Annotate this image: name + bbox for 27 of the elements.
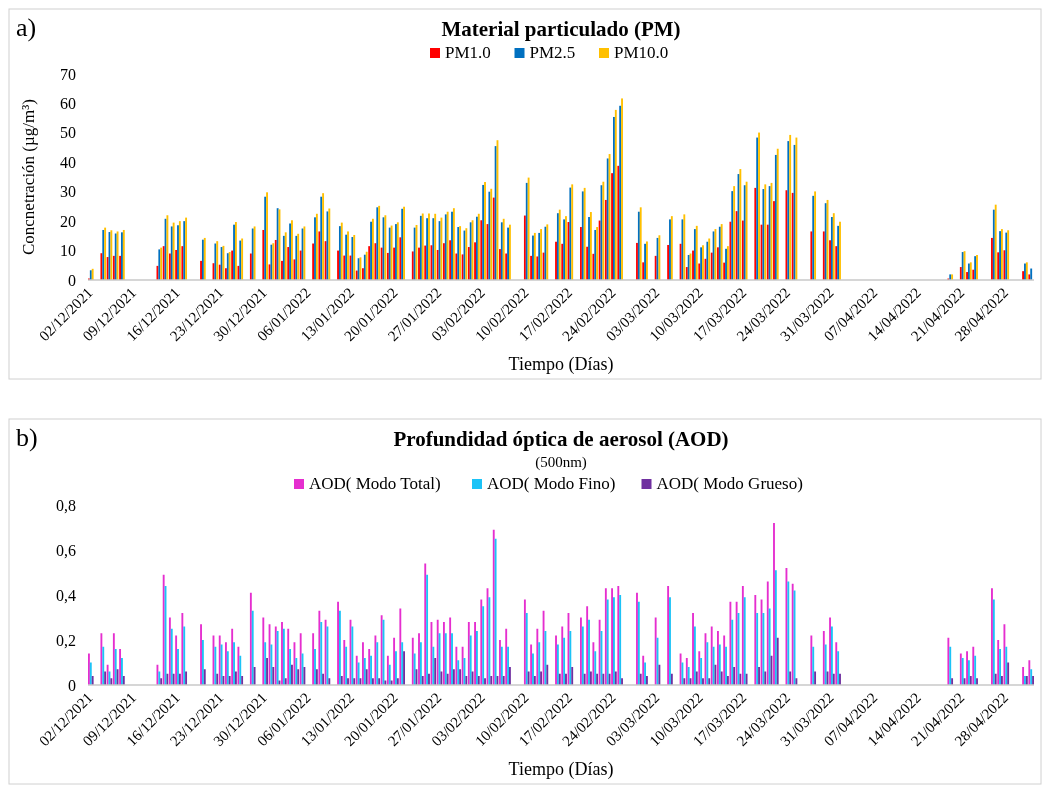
y-tick-label: 50 <box>60 124 76 142</box>
y-tick-label: 20 <box>60 212 76 230</box>
legend-label: AOD( Modo Fino) <box>487 474 616 493</box>
legend-label: PM2.5 <box>529 43 576 62</box>
x-axis-title: Tiempo (Días) <box>508 759 614 780</box>
x-axis-title: Tiempo (Días) <box>508 354 614 375</box>
y-tick-label: 40 <box>60 153 76 171</box>
y-tick-label: 0,2 <box>56 631 76 649</box>
legend-label: AOD( Modo Grueso) <box>656 474 803 493</box>
y-tick-label: 10 <box>60 242 76 260</box>
chart-title: Material particulado (PM) <box>441 17 681 41</box>
y-tick-label: 0,8 <box>56 496 76 514</box>
y-tick-label: 0,4 <box>56 586 76 604</box>
y-tick-label: 60 <box>60 95 76 113</box>
y-axis-title: Concnetración (µg/m³) <box>19 98 38 256</box>
y-tick-label: 0 <box>68 271 76 289</box>
legend-label: PM1.0 <box>445 43 491 62</box>
chart-subtitle: (500nm) <box>535 454 587 471</box>
chart-title: Profundidad óptica de aerosol (AOD) <box>393 427 729 451</box>
y-tick-label: 0 <box>68 676 76 694</box>
text: b) <box>16 423 38 452</box>
text: a) <box>16 13 37 42</box>
y-tick-label: 70 <box>60 65 76 83</box>
legend-label: AOD( Modo Total) <box>309 474 441 493</box>
legend-label: PM10.0 <box>614 43 669 62</box>
y-tick-label: 0,6 <box>56 541 76 559</box>
y-tick-label: 30 <box>60 183 76 201</box>
